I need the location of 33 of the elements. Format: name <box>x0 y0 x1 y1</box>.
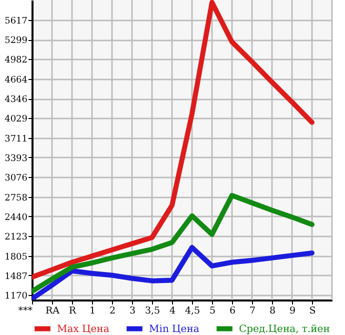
legend-label: Min Цена <box>149 324 200 335</box>
y-tick-label: 4982 <box>4 56 28 66</box>
x-tick-label: 6 <box>229 306 236 316</box>
x-tick-label: 5 <box>209 306 216 316</box>
x-tick-label: 7 <box>249 306 256 316</box>
legend-label: Max Цена <box>57 324 110 335</box>
x-tick-label: 3,5 <box>144 306 160 316</box>
y-tick-label: 4346 <box>4 95 28 106</box>
y-tick-label: 2440 <box>4 212 28 223</box>
x-tick-label: 4 <box>169 306 176 316</box>
y-tick-label: 3711 <box>4 134 28 144</box>
x-tick-label: 3 <box>129 306 136 316</box>
y-tick-label: 4029 <box>4 114 28 125</box>
x-tick-label: *** <box>18 306 33 316</box>
y-tick-label: 2758 <box>4 193 28 204</box>
legend-label: Сред.Цена, т.йен <box>239 324 330 335</box>
y-tick-label: 3393 <box>4 154 28 164</box>
x-tick-label: RA <box>45 306 60 316</box>
y-tick-label: 2123 <box>4 232 28 243</box>
y-tick-label: 1170 <box>4 292 28 302</box>
y-tick-label: 5617 <box>4 16 28 26</box>
y-tick-label: 1487 <box>4 272 28 282</box>
x-tick-label: 2 <box>109 306 116 316</box>
x-tick-label: 9 <box>289 306 296 316</box>
x-tick-label: 4,5 <box>184 306 200 316</box>
y-tick-label: 4664 <box>4 75 28 86</box>
y-tick-label: 3076 <box>4 174 28 184</box>
x-tick-label: S <box>309 306 316 316</box>
x-tick-label: R <box>68 306 77 316</box>
y-tick-label: 5299 <box>4 36 28 46</box>
x-tick-label: 8 <box>269 306 276 316</box>
x-tick-label: 1 <box>89 306 96 316</box>
y-tick-label: 1805 <box>4 252 28 262</box>
